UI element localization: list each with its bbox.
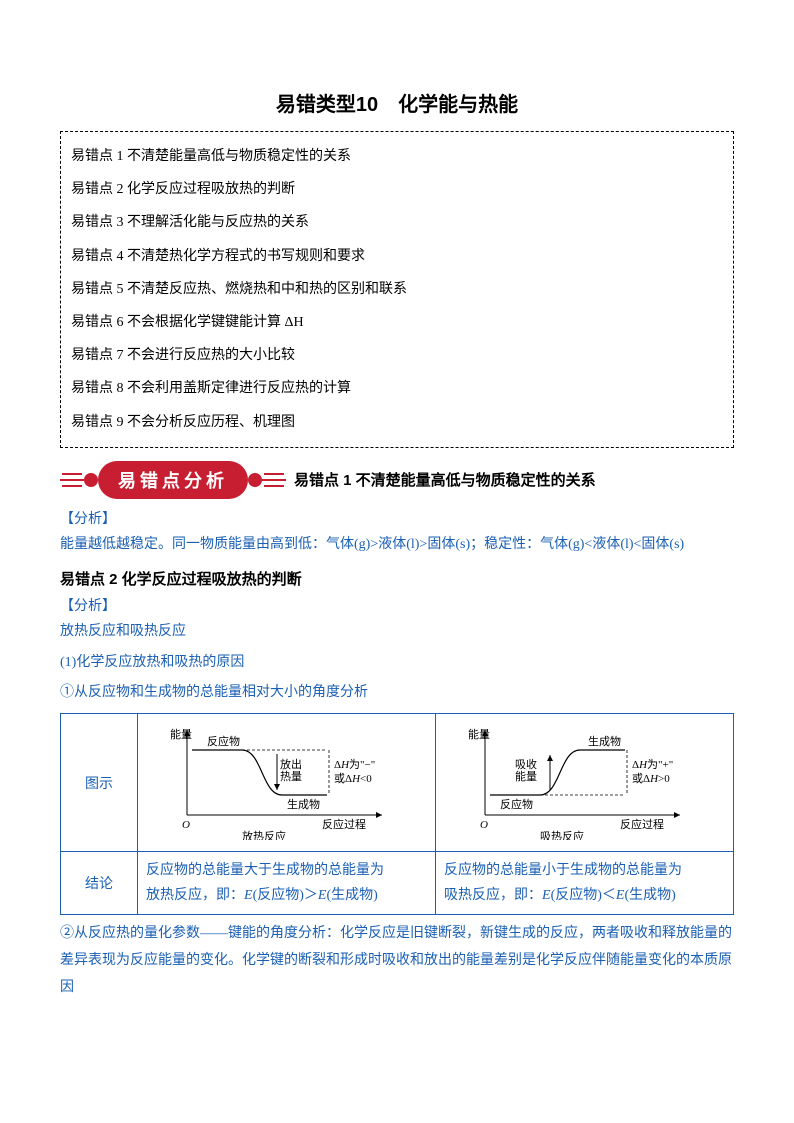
- endothermic-diagram: 能量 O 反应过程 反应物 生成物 吸收 能量 ΔH为"+" 或ΔH>0: [460, 720, 710, 840]
- point2-title: 易错点 2 化学反应过程吸放热的判断: [60, 568, 734, 589]
- svg-text:反应物: 反应物: [500, 797, 533, 811]
- svg-text:O: O: [480, 819, 488, 831]
- svg-text:生成物: 生成物: [287, 797, 320, 811]
- svg-text:放热反应: 放热反应: [242, 829, 286, 840]
- toc-item: 易错点 6 不会根据化学键键能计算 ΔH: [71, 306, 723, 339]
- svg-text:反应过程: 反应过程: [322, 817, 366, 831]
- banner-row: 易错点分析 易错点 1 不清楚能量高低与物质稳定性的关系: [60, 458, 734, 502]
- toc-item: 易错点 2 化学反应过程吸放热的判断: [71, 173, 723, 206]
- endothermic-diagram-cell: 能量 O 反应过程 反应物 生成物 吸收 能量 ΔH为"+" 或ΔH>0: [436, 714, 734, 852]
- energy-table: 图示 能量 O 反应过程 反应物 生成物: [60, 713, 734, 915]
- conclusion-endo: 反应物的总能量小于生成物的总能量为 吸热反应，即：E(反应物)＜E(生成物): [436, 852, 734, 915]
- point1-title: 易错点 1 不清楚能量高低与物质稳定性的关系: [294, 469, 596, 490]
- svg-text:反应过程: 反应过程: [620, 817, 664, 831]
- svg-text:吸热反应: 吸热反应: [540, 829, 584, 840]
- svg-text:能量: 能量: [515, 769, 537, 783]
- toc-box: 易错点 1 不清楚能量高低与物质稳定性的关系 易错点 2 化学反应过程吸放热的判…: [60, 131, 734, 448]
- point2-intro: 放热反应和吸热反应: [60, 619, 734, 646]
- toc-item: 易错点 8 不会利用盖斯定律进行反应热的计算: [71, 372, 723, 405]
- banner-text: 易错点分析: [98, 461, 248, 499]
- angle1-title: ①从反应物和生成物的总能量相对大小的角度分析: [60, 680, 734, 707]
- svg-text:或ΔH<0: 或ΔH<0: [334, 772, 372, 785]
- toc-item: 易错点 7 不会进行反应热的大小比较: [71, 339, 723, 372]
- reason-title: (1)化学反应放热和吸热的原因: [60, 650, 734, 677]
- svg-text:生成物: 生成物: [588, 734, 621, 748]
- toc-item: 易错点 4 不清楚热化学方程式的书写规则和要求: [71, 240, 723, 273]
- analysis-label: 【分析】: [60, 508, 734, 528]
- svg-text:ΔH为"−": ΔH为"−": [334, 758, 375, 771]
- svg-text:热量: 热量: [280, 770, 302, 783]
- row-label-conclusion: 结论: [61, 852, 138, 915]
- svg-text:反应物: 反应物: [207, 734, 240, 748]
- toc-item: 易错点 3 不理解活化能与反应热的关系: [71, 206, 723, 239]
- analysis-banner: 易错点分析: [60, 458, 286, 502]
- angle2-text: ②从反应热的量化参数——键能的角度分析：化学反应是旧键断裂，新键生成的反应，两者…: [60, 921, 734, 1001]
- toc-item: 易错点 5 不清楚反应热、燃烧热和中和热的区别和联系: [71, 273, 723, 306]
- row-label-diagram: 图示: [61, 714, 138, 852]
- conclusion-exo: 反应物的总能量大于生成物的总能量为 放热反应，即：E(反应物)＞E(生成物): [138, 852, 436, 915]
- toc-item: 易错点 1 不清楚能量高低与物质稳定性的关系: [71, 140, 723, 173]
- point1-text: 能量越低越稳定。同一物质能量由高到低：气体(g)>液体(l)>固体(s)；稳定性…: [60, 532, 734, 559]
- svg-text:O: O: [182, 819, 190, 831]
- svg-text:能量: 能量: [468, 727, 490, 741]
- svg-text:放出: 放出: [280, 757, 302, 771]
- svg-text:ΔH为"+": ΔH为"+": [632, 758, 673, 771]
- svg-text:吸收: 吸收: [515, 757, 537, 771]
- svg-text:能量: 能量: [170, 727, 192, 741]
- exothermic-diagram-cell: 能量 O 反应过程 反应物 生成物 放出 热量 ΔH为"−": [138, 714, 436, 852]
- svg-text:或ΔH>0: 或ΔH>0: [632, 772, 670, 785]
- exothermic-diagram: 能量 O 反应过程 反应物 生成物 放出 热量 ΔH为"−": [162, 720, 412, 840]
- toc-item: 易错点 9 不会分析反应历程、机理图: [71, 406, 723, 439]
- analysis-label: 【分析】: [60, 595, 734, 615]
- page-title: 易错类型10 化学能与热能: [60, 88, 734, 117]
